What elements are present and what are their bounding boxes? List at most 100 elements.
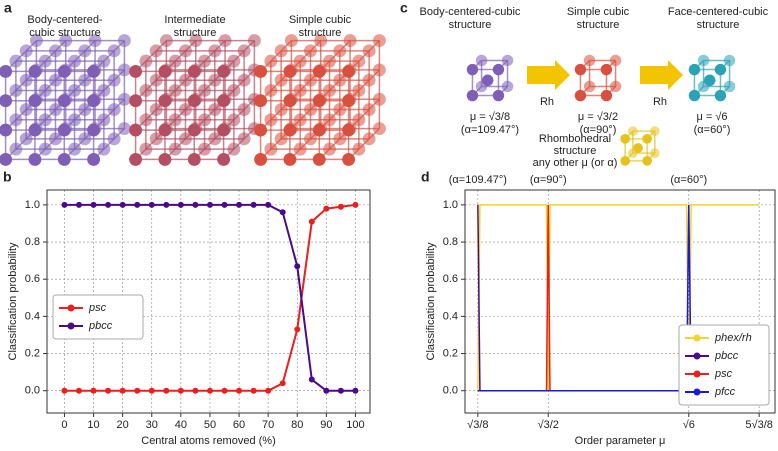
data-point [279, 209, 286, 216]
data-point [61, 387, 68, 394]
atom [19, 103, 33, 116]
atom [237, 44, 251, 58]
atom [198, 142, 211, 156]
atom [501, 80, 514, 93]
atom [68, 113, 81, 127]
data-point [119, 201, 126, 208]
atom [352, 84, 366, 97]
structure-caption: structure [174, 27, 217, 39]
atom [28, 64, 42, 78]
atom [97, 142, 111, 156]
atom [227, 84, 241, 97]
order-parameter: (α=109.47°) [461, 124, 519, 136]
atom [49, 132, 62, 146]
atom [139, 113, 153, 127]
atom [372, 34, 386, 48]
atom [283, 64, 297, 78]
atom [107, 132, 121, 146]
data-point [337, 203, 344, 210]
atom [198, 54, 211, 68]
atom [0, 94, 13, 108]
atom [312, 123, 326, 137]
atom [0, 123, 13, 137]
data-point [177, 201, 184, 208]
arrow [640, 60, 683, 90]
atom [38, 54, 52, 68]
atom [87, 64, 101, 78]
atom [633, 143, 643, 153]
atom [57, 94, 71, 108]
data-point [236, 201, 243, 208]
atom [38, 142, 52, 156]
atom [87, 152, 101, 166]
crystal-icon [466, 54, 514, 102]
atom [475, 54, 488, 67]
atom [600, 89, 613, 102]
atom [650, 126, 660, 136]
atom [237, 73, 251, 87]
atom [466, 63, 479, 76]
atom [342, 123, 356, 137]
atom [168, 113, 182, 127]
atom [68, 84, 81, 97]
atom [304, 73, 317, 87]
data-point [250, 201, 257, 208]
atom [149, 132, 163, 146]
atom [333, 44, 347, 58]
atom [264, 142, 278, 156]
atom [333, 73, 347, 87]
atom [274, 73, 288, 87]
atom [609, 80, 622, 93]
atom [609, 54, 622, 67]
atom [29, 34, 43, 48]
data-point [76, 387, 83, 394]
atom [0, 64, 13, 78]
atom [264, 54, 278, 68]
atom [293, 84, 307, 97]
atom [198, 84, 211, 97]
atom [49, 73, 62, 87]
atom [264, 113, 278, 127]
x-tick-label: 5√3/8 [745, 419, 772, 431]
arrow-label: Rh [653, 96, 667, 108]
structure-caption: structure [299, 27, 342, 39]
atom [149, 44, 163, 58]
atom [19, 73, 33, 87]
atom [19, 132, 33, 146]
atom [187, 64, 201, 78]
legend-swatch [693, 370, 701, 378]
atom [87, 123, 101, 137]
x-tick-label: 20 [117, 419, 129, 431]
atom [284, 34, 298, 48]
data-point [323, 205, 330, 212]
data-point [206, 201, 213, 208]
atom [323, 113, 336, 127]
atom [343, 34, 357, 48]
data-point [308, 218, 315, 225]
atom [57, 64, 71, 78]
atom [352, 142, 366, 156]
atom [57, 123, 71, 137]
atom [688, 63, 701, 76]
atom [217, 152, 231, 166]
plot-frame [464, 189, 776, 414]
data-point [163, 387, 170, 394]
arrow [527, 60, 570, 90]
atom [129, 123, 143, 137]
atom [208, 73, 222, 87]
atom [704, 74, 716, 86]
crystal-icon [0, 34, 131, 166]
y-tick-label: 0.4 [443, 310, 458, 322]
atom [139, 142, 153, 156]
atom [372, 63, 386, 77]
atom [304, 44, 317, 58]
atom [323, 84, 336, 97]
atom [237, 103, 251, 116]
structure-caption: Rhombohedral [539, 133, 611, 145]
atom [158, 123, 172, 137]
atom [312, 64, 326, 78]
atom [372, 92, 386, 106]
data-point [105, 387, 112, 394]
order-parameter: μ = √3/8 [470, 111, 510, 123]
